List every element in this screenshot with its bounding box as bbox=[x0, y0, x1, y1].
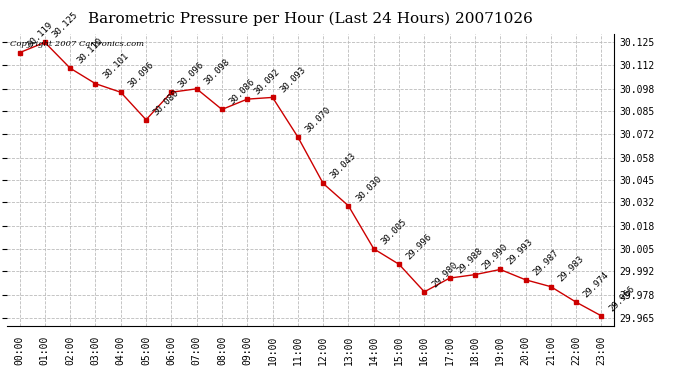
Text: 29.993: 29.993 bbox=[506, 237, 535, 267]
Text: 30.070: 30.070 bbox=[304, 105, 333, 134]
Text: 30.098: 30.098 bbox=[202, 57, 231, 86]
Text: 29.983: 29.983 bbox=[556, 255, 586, 284]
Text: 30.043: 30.043 bbox=[328, 152, 358, 181]
Text: Barometric Pressure per Hour (Last 24 Hours) 20071026: Barometric Pressure per Hour (Last 24 Ho… bbox=[88, 11, 533, 26]
Text: 29.974: 29.974 bbox=[582, 270, 611, 299]
Text: 30.119: 30.119 bbox=[25, 21, 55, 50]
Text: Copyright 2007 Cartronics.com: Copyright 2007 Cartronics.com bbox=[10, 40, 144, 48]
Text: 29.996: 29.996 bbox=[404, 232, 434, 261]
Text: 29.988: 29.988 bbox=[455, 246, 484, 275]
Text: 30.096: 30.096 bbox=[177, 60, 206, 90]
Text: 30.101: 30.101 bbox=[101, 52, 130, 81]
Text: 30.030: 30.030 bbox=[354, 174, 383, 203]
Text: 29.987: 29.987 bbox=[531, 248, 560, 277]
Text: 29.966: 29.966 bbox=[607, 284, 636, 313]
Text: 30.110: 30.110 bbox=[76, 36, 105, 65]
Text: 30.096: 30.096 bbox=[126, 60, 155, 90]
Text: 30.080: 30.080 bbox=[152, 88, 181, 117]
Text: 30.093: 30.093 bbox=[278, 66, 307, 94]
Text: 29.990: 29.990 bbox=[480, 243, 510, 272]
Text: 30.125: 30.125 bbox=[50, 10, 79, 40]
Text: 30.092: 30.092 bbox=[253, 67, 282, 96]
Text: 30.005: 30.005 bbox=[380, 217, 408, 246]
Text: 30.086: 30.086 bbox=[228, 78, 257, 106]
Text: 29.980: 29.980 bbox=[430, 260, 459, 289]
